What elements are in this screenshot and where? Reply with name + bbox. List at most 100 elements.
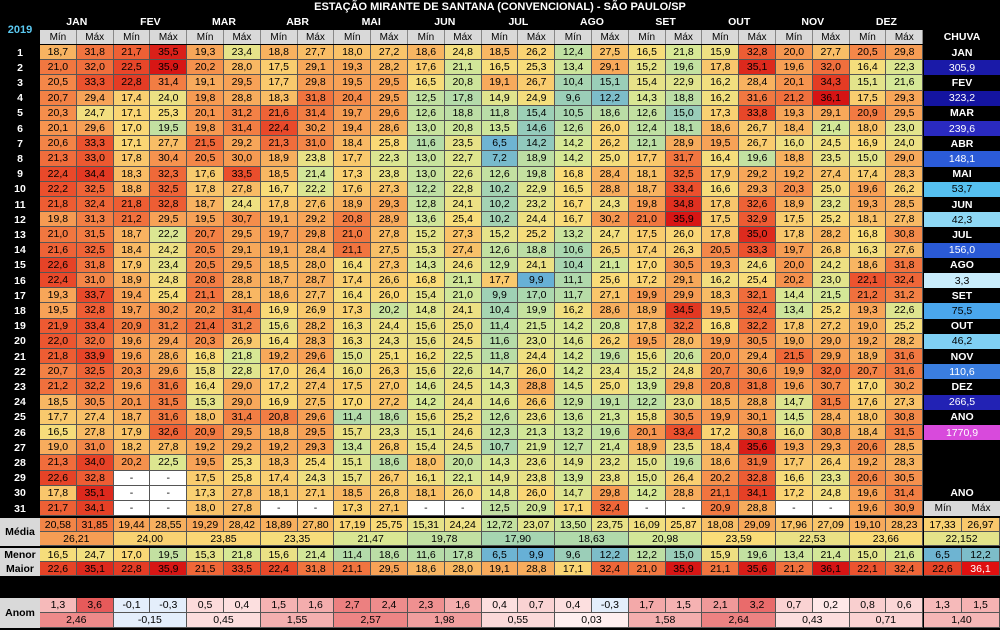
maior-max: 35,9 [150, 562, 188, 577]
media-max: 28,42 [224, 518, 261, 533]
max-temp-cell: 34,1 [76, 501, 114, 517]
min-temp-cell: 18,0 [187, 501, 224, 517]
min-temp-cell: 20,2 [776, 273, 813, 289]
max-temp-cell: 29,4 [739, 349, 776, 365]
min-temp-cell: 18,8 [260, 425, 298, 441]
min-temp-cell: 17,4 [113, 90, 151, 106]
year-media-max: 26,97 [962, 518, 1000, 533]
max-temp-cell: 28,2 [886, 333, 924, 349]
max-temp-cell: 29,8 [665, 379, 703, 395]
min-temp-cell: 20,1 [113, 394, 151, 410]
media-min: 20,58 [40, 518, 77, 533]
max-temp-cell: 29,4 [150, 333, 188, 349]
min-temp-cell: 14,9 [481, 90, 519, 106]
max-temp-cell: 24,3 [297, 470, 335, 486]
max-temp-cell: 22,6 [444, 166, 482, 182]
min-temp-cell: 21,1 [334, 242, 372, 258]
menor-min: 13,4 [776, 548, 813, 563]
max-temp-cell: 29,6 [297, 409, 335, 425]
min-temp-cell: 19,6 [849, 501, 887, 517]
min-temp-cell: 21,0 [40, 227, 77, 243]
min-temp-cell: 18,5 [260, 257, 298, 273]
menor-max: 21,8 [224, 548, 261, 563]
min-temp-cell: 19,5 [334, 75, 372, 91]
min-temp-cell: 17,2 [628, 273, 666, 289]
min-temp-cell: 20,4 [334, 90, 372, 106]
rain-value: 305,9 [924, 60, 1000, 76]
min-temp-cell: 20,0 [776, 45, 813, 61]
max-temp-cell: 28,0 [297, 257, 335, 273]
min-temp-cell: 19,6 [849, 181, 887, 197]
min-temp-cell: 15,2 [481, 227, 519, 243]
max-header: Máx [297, 30, 335, 44]
max-temp-cell: 31,5 [886, 425, 924, 441]
min-temp-cell: 15,9 [702, 45, 740, 61]
max-temp-cell: 30,8 [886, 227, 924, 243]
min-temp-cell: 10,4 [481, 303, 519, 319]
max-temp-cell: 24,3 [592, 197, 629, 213]
month-header: MAI [361, 16, 381, 28]
min-temp-cell: 16,9 [260, 303, 298, 319]
min-temp-cell: 17,5 [260, 60, 298, 76]
max-temp-cell: 25,2 [886, 318, 924, 334]
min-temp-cell: 21,2 [113, 212, 151, 228]
media-max: 23,75 [592, 518, 629, 533]
max-temp-cell: 14,6 [518, 121, 556, 137]
max-header: Máx [150, 30, 188, 44]
max-temp-cell: 21,3 [518, 425, 556, 441]
year-maior-max: 36,1 [962, 562, 1000, 577]
media-min: 19,29 [187, 518, 224, 533]
max-temp-cell: 27,1 [371, 501, 408, 517]
max-temp-cell: 23,3 [812, 470, 850, 486]
max-temp-cell: 35,9 [150, 60, 188, 76]
max-temp-cell: 31,8 [886, 257, 924, 273]
day-label: 5 [0, 105, 40, 121]
min-temp-cell: 21,0 [40, 60, 77, 76]
media-min: 16,09 [628, 518, 666, 533]
year-anom-min: 1,3 [924, 598, 962, 613]
min-temp-cell: 21,8 [113, 197, 151, 213]
max-temp-cell: 19,5 [150, 121, 188, 137]
max-temp-cell: 22,5 [444, 349, 482, 365]
max-header: Máx [76, 30, 114, 44]
min-temp-cell: 20,7 [849, 364, 887, 380]
anom-min: 0,4 [555, 598, 592, 613]
max-temp-cell: 21,1 [444, 60, 482, 76]
max-temp-cell: 21,3 [592, 409, 629, 425]
max-temp-cell: 31,6 [150, 409, 188, 425]
min-temp-cell: 22,8 [113, 75, 151, 91]
anom-max: 1,5 [665, 598, 703, 613]
min-temp-cell: 18,0 [408, 455, 445, 471]
max-temp-cell: 23,5 [665, 440, 703, 456]
max-temp-cell: 28,2 [812, 227, 850, 243]
min-temp-cell: 20,5 [187, 242, 224, 258]
min-temp-cell: 17,2 [776, 485, 813, 501]
min-temp-cell: 21,6 [260, 105, 298, 121]
max-temp-cell: 27,8 [224, 485, 261, 501]
min-temp-cell: 21,0 [628, 212, 666, 228]
max-temp-cell: 23,2 [518, 197, 556, 213]
max-temp-cell: 28,8 [739, 501, 776, 517]
maior-max: 28,8 [518, 562, 556, 577]
min-temp-cell: 14,8 [481, 485, 519, 501]
maior-min: 22,6 [40, 562, 77, 577]
day-label: 8 [0, 151, 40, 167]
min-temp-cell: 17,8 [702, 60, 740, 76]
max-temp-cell: 31,4 [224, 303, 261, 319]
min-temp-cell: - [408, 501, 445, 517]
anom-avg: 1,55 [260, 613, 335, 628]
min-temp-cell: 16,0 [776, 425, 813, 441]
min-temp-cell: 15,0 [628, 470, 666, 486]
min-temp-cell: 12,6 [481, 409, 519, 425]
min-temp-cell: 19,2 [776, 166, 813, 182]
day-label: 24 [0, 394, 40, 410]
min-temp-cell: 13,2 [555, 227, 592, 243]
max-temp-cell: 26,2 [886, 181, 924, 197]
max-temp-cell: 9,9 [518, 273, 556, 289]
media-avg: 17,90 [481, 532, 556, 547]
min-temp-cell: 16,0 [776, 136, 813, 152]
min-temp-cell: 12,6 [481, 242, 519, 258]
min-temp-cell: 12,3 [481, 425, 519, 441]
min-temp-cell: 15,6 [408, 364, 445, 380]
